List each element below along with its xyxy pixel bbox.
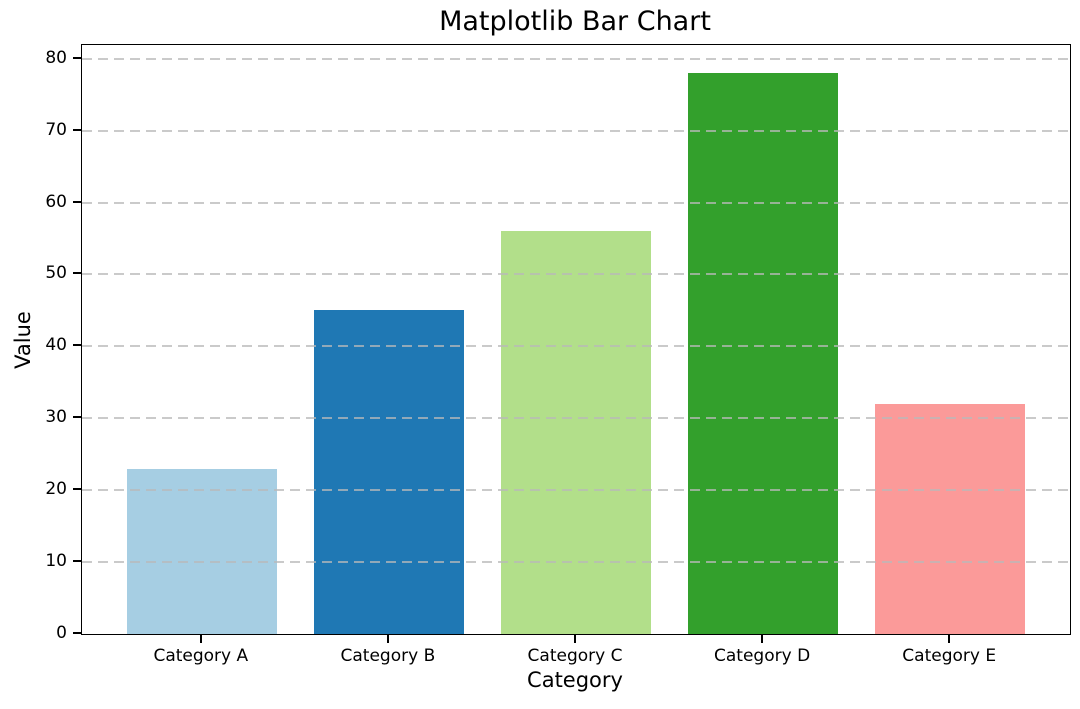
x-axis-label: Category xyxy=(527,668,623,692)
bar-category-c xyxy=(501,231,651,634)
y-tick-mark-50 xyxy=(73,272,81,275)
y-tick-label-70: 70 xyxy=(45,119,67,140)
bar-category-d xyxy=(688,73,838,634)
bar-category-e xyxy=(875,403,1026,634)
y-tick-mark-70 xyxy=(73,128,81,131)
x-tick-label-category-e: Category E xyxy=(902,646,997,666)
y-tick-label-0: 0 xyxy=(56,623,67,643)
y-tick-mark-10 xyxy=(73,560,81,563)
x-tick-mark-category-d xyxy=(761,635,764,643)
y-tick-label-20: 20 xyxy=(45,479,67,500)
chart-title: Matplotlib Bar Chart xyxy=(439,6,711,37)
x-tick-label-category-b: Category B xyxy=(340,646,436,666)
y-tick-label-40: 40 xyxy=(45,335,67,356)
y-tick-label-50: 50 xyxy=(45,263,67,284)
y-tick-mark-80 xyxy=(73,56,81,59)
y-tick-mark-20 xyxy=(73,488,81,491)
bar-category-a xyxy=(126,468,277,634)
x-tick-label-category-d: Category D xyxy=(714,646,811,666)
y-tick-label-30: 30 xyxy=(45,407,67,428)
y-tick-label-10: 10 xyxy=(45,551,67,572)
y-tick-mark-30 xyxy=(73,416,81,419)
x-tick-mark-category-b xyxy=(386,635,389,643)
bars-layer xyxy=(82,45,1070,634)
y-tick-mark-60 xyxy=(73,200,81,203)
x-tick-label-category-a: Category A xyxy=(153,646,249,666)
y-tick-mark-0 xyxy=(73,632,81,634)
x-tick-mark-category-a xyxy=(199,635,202,643)
x-tick-mark-category-c xyxy=(574,635,576,643)
x-tick-label-category-c: Category C xyxy=(527,646,623,666)
y-tick-mark-40 xyxy=(73,344,81,347)
x-tick-mark-category-e xyxy=(948,635,951,643)
y-tick-label-60: 60 xyxy=(45,191,67,212)
plot-area xyxy=(81,44,1071,635)
bar-category-b xyxy=(314,310,464,634)
y-tick-label-80: 80 xyxy=(45,47,67,68)
